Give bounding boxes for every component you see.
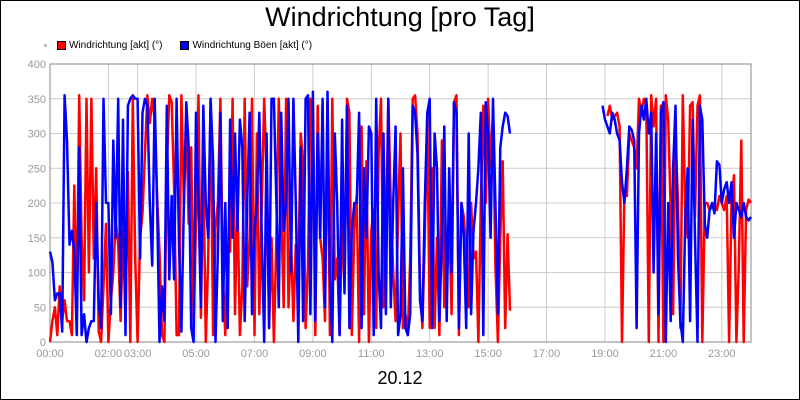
legend-swatch-blue xyxy=(180,40,190,50)
y-axis-tick-labels: 0 50 100 150 200 250 300 350 400 xyxy=(28,59,46,349)
x-tick-label-0900: 09:00 xyxy=(299,348,327,360)
y-tick-label-300: 300 xyxy=(28,129,46,141)
series-1-line-segment-0 xyxy=(48,90,512,344)
series-1-line-segment-1 xyxy=(601,97,753,344)
x-tick-label-2100: 21:00 xyxy=(650,348,678,360)
x-tick-label-0700: 07:00 xyxy=(241,348,269,360)
legend-item-windrichtung: Windrichtung [akt] (°) xyxy=(57,40,162,51)
x-tick-label-1700: 17:00 xyxy=(533,348,561,360)
x-tick-label-0500: 05:00 xyxy=(182,348,210,360)
legend-swatch-red xyxy=(57,40,66,50)
x-tick-label-0200: 02:00 xyxy=(95,348,123,360)
chart-legend: Windrichtung [akt] (°) Windrichtung Böen… xyxy=(44,38,330,52)
legend-item-windrichtung-boeen: Windrichtung Böen [akt] (°) xyxy=(180,40,312,51)
y-tick-label-400: 400 xyxy=(28,59,46,71)
y-tick-label-200: 200 xyxy=(28,198,46,210)
x-tick-label-1900: 19:00 xyxy=(591,348,619,360)
legend-label-windrichtung: Windrichtung [akt] (°) xyxy=(69,39,163,51)
x-tick-label-1500: 15:00 xyxy=(474,348,502,360)
y-tick-label-100: 100 xyxy=(28,268,46,280)
y-tick-label-350: 350 xyxy=(28,94,46,106)
x-tick-label-1100: 11:00 xyxy=(358,348,385,360)
x-tick-label-2300: 23:00 xyxy=(708,348,736,360)
x-axis-date-label: 20.12 xyxy=(377,368,423,388)
x-tick-label-1300: 13:00 xyxy=(416,348,444,360)
legend-label-windrichtung-boeen: Windrichtung Böen [akt] (°) xyxy=(192,39,313,51)
y-tick-label-150: 150 xyxy=(28,233,46,245)
x-tick-label-0300: 03:00 xyxy=(124,348,152,360)
y-tick-label-250: 250 xyxy=(28,163,46,175)
chart-title: Windrichtung [pro Tag] xyxy=(265,2,535,32)
y-tick-label-50: 50 xyxy=(34,302,46,314)
legend-marker-dot xyxy=(44,43,47,47)
y-tick-label-0: 0 xyxy=(40,337,46,349)
x-axis-tick-labels: 00:00 02:00 03:00 05:00 07:00 09:00 11:00 13:00… xyxy=(36,348,735,360)
x-tick-label-0000: 00:00 xyxy=(36,348,64,360)
chart-series-lines xyxy=(48,90,753,344)
